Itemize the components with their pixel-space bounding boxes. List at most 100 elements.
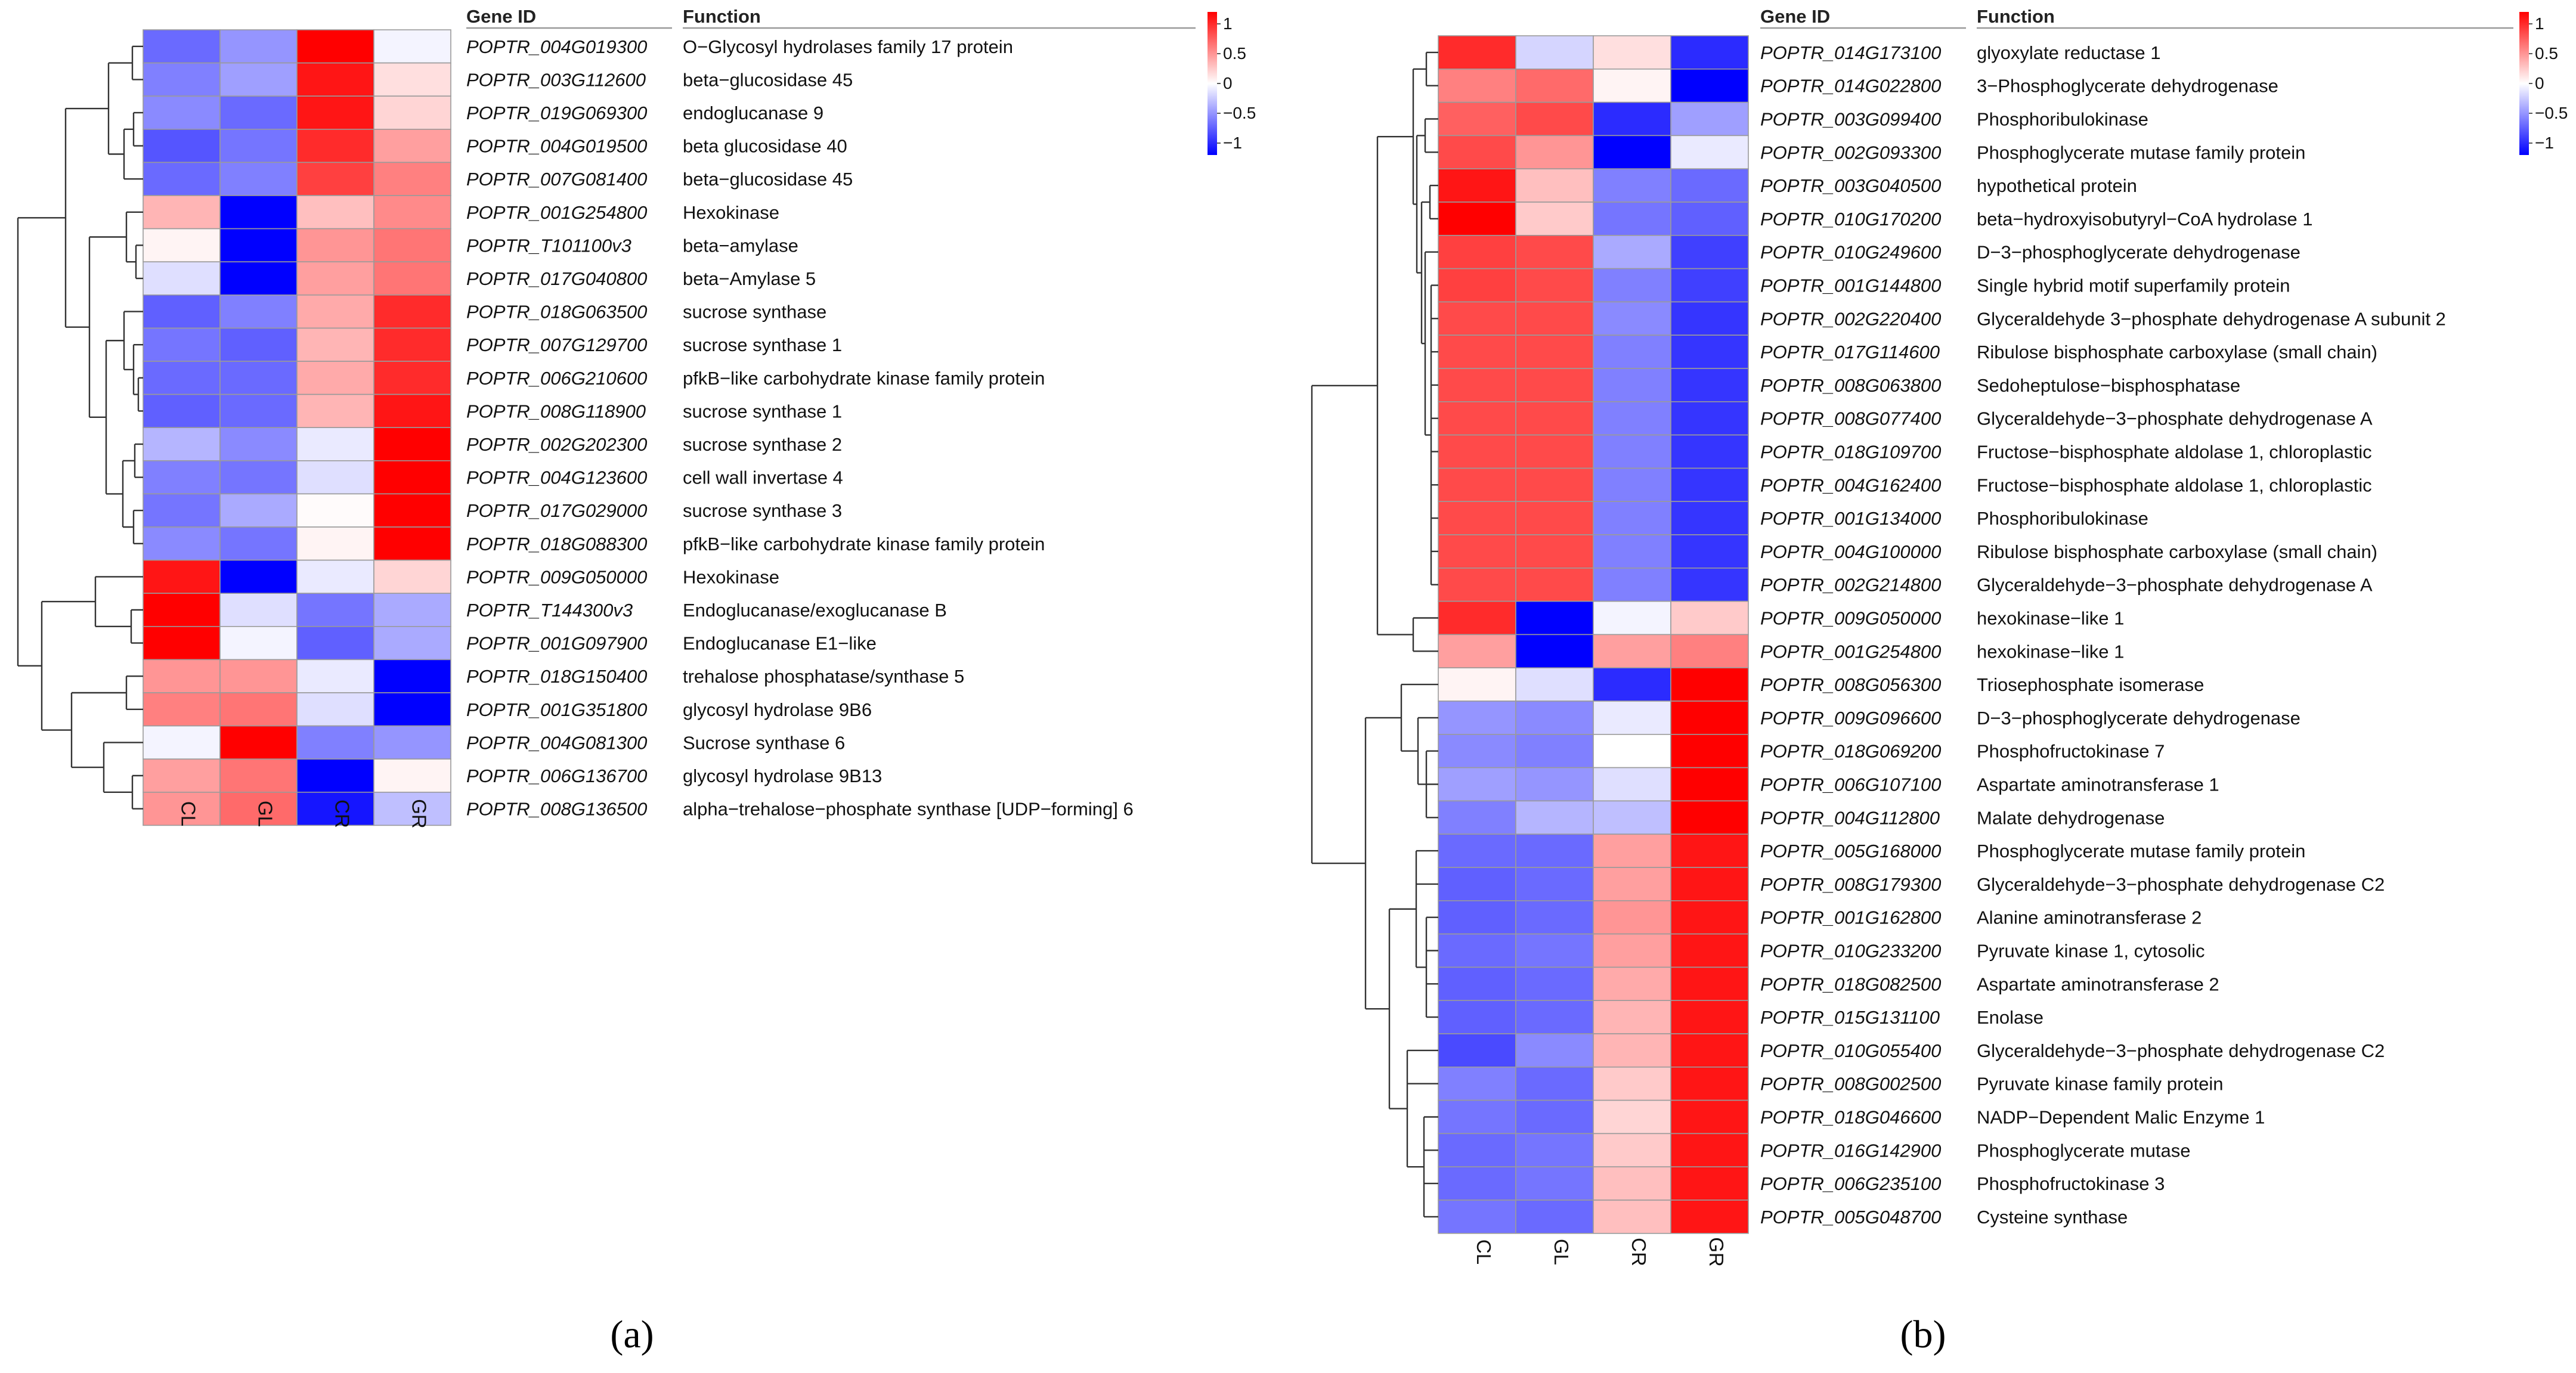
heatmap-cell xyxy=(1438,900,1516,935)
row-gene-id: POPTR_019G069300 xyxy=(466,103,647,123)
heatmap-cell xyxy=(1438,467,1516,503)
heatmap-cell xyxy=(1593,933,1671,968)
row-function: pfkB−like carbohydrate kinase family pro… xyxy=(683,368,1045,389)
row-function: Sedoheptulose−bisphosphatase xyxy=(1977,375,2240,396)
row-gene-id: POPTR_008G002500 xyxy=(1760,1074,1941,1095)
heatmap-cell xyxy=(1670,1200,1749,1234)
row-function: Glyceraldehyde−3−phosphate dehydrogenase… xyxy=(1977,408,2373,429)
heatmap-cell xyxy=(143,95,221,130)
heatmap-cell xyxy=(373,758,451,793)
heatmap-cell xyxy=(1593,800,1671,835)
heatmap-cell xyxy=(373,626,451,661)
row-gene-id: POPTR_001G134000 xyxy=(1760,508,1941,529)
heatmap-cell xyxy=(1515,966,1594,1002)
row-function: O−Glycosyl hydrolases family 17 protein xyxy=(683,36,1013,57)
row-gene-id: POPTR_016G142900 xyxy=(1760,1140,1941,1161)
heatmap-cell xyxy=(219,460,298,495)
row-function: hexokinase−like 1 xyxy=(1977,641,2124,662)
row-gene-id: POPTR_010G249600 xyxy=(1760,242,1941,263)
row-gene-id: POPTR_015G131100 xyxy=(1760,1007,1940,1028)
row-gene-id: POPTR_001G351800 xyxy=(466,699,647,720)
heatmap-cell xyxy=(1515,734,1594,768)
heatmap-cell xyxy=(219,195,298,230)
row-gene-id: POPTR_014G173100 xyxy=(1760,42,1941,63)
header-gene-id: Gene ID xyxy=(466,6,536,27)
heatmap-cell xyxy=(1438,634,1516,669)
heatmap-cell xyxy=(373,228,451,263)
heatmap-cell xyxy=(219,427,298,461)
heatmap-cell xyxy=(1593,966,1671,1002)
heatmap-cell xyxy=(1593,900,1671,935)
column-label: GR xyxy=(408,799,431,829)
row-gene-id: POPTR_002G202300 xyxy=(466,434,647,455)
heatmap-cell xyxy=(1515,202,1594,236)
heatmap-cell xyxy=(296,162,374,196)
heatmap-cell xyxy=(1438,1000,1516,1034)
heatmap-cell xyxy=(373,692,451,727)
heatmap-cell xyxy=(219,626,298,661)
heatmap-cell xyxy=(219,294,298,329)
row-gene-id: POPTR_017G029000 xyxy=(466,500,647,521)
heatmap-cell xyxy=(296,526,374,561)
row-function: glycosyl hydrolase 9B13 xyxy=(683,765,882,786)
heatmap-cell xyxy=(1515,867,1594,901)
legend-color-bar xyxy=(2519,12,2529,155)
heatmap-cell xyxy=(1515,501,1594,535)
row-function: cell wall invertase 4 xyxy=(683,467,843,488)
row-gene-id: POPTR_001G254800 xyxy=(466,202,647,223)
heatmap-cell xyxy=(1593,567,1671,602)
legend-tick-label: −1 xyxy=(2535,134,2554,152)
row-function: Ribulose bisphosphate carboxylase (small… xyxy=(1977,541,2377,562)
heatmap-cell xyxy=(1438,867,1516,901)
heatmap-cell xyxy=(1438,1033,1516,1068)
heatmap-cell xyxy=(373,261,451,296)
heatmap-cell xyxy=(1670,800,1749,835)
row-function: Phosphoglycerate mutase family protein xyxy=(1977,142,2305,163)
row-gene-id: POPTR_006G210600 xyxy=(466,368,647,389)
row-function: Endoglucanase E1−like xyxy=(683,633,877,654)
heatmap-cell xyxy=(143,626,221,661)
heatmap-cell xyxy=(1438,534,1516,569)
heatmap-cell xyxy=(219,526,298,561)
heatmap-cell xyxy=(1670,434,1749,469)
heatmap-cell xyxy=(296,261,374,296)
heatmap-cell xyxy=(1438,701,1516,735)
heatmap-cell xyxy=(296,228,374,263)
heatmap-cell xyxy=(1670,135,1749,169)
row-function: Enolase xyxy=(1977,1007,2044,1028)
heatmap-cell xyxy=(1515,234,1594,269)
heatmap-cell xyxy=(1670,35,1749,70)
row-function: Endoglucanase/exoglucanase B xyxy=(683,600,947,621)
row-gene-id: POPTR_010G055400 xyxy=(1760,1040,1941,1061)
heatmap-cell xyxy=(1515,401,1594,436)
row-function: beta−glucosidase 45 xyxy=(683,69,853,90)
heatmap-cell xyxy=(1593,467,1671,503)
row-gene-id: POPTR_008G179300 xyxy=(1760,874,1941,895)
heatmap-cell xyxy=(1515,1000,1594,1034)
heatmap-cell xyxy=(1515,1067,1594,1101)
heatmap-cell xyxy=(1438,168,1516,203)
row-function: Malate dehydrogenase xyxy=(1977,807,2165,828)
heatmap-cell xyxy=(1438,833,1516,868)
heatmap-cell xyxy=(1670,334,1749,369)
heatmap-cell xyxy=(373,95,451,130)
heatmap-cell xyxy=(1670,501,1749,535)
header-gene-id: Gene ID xyxy=(1760,6,1830,27)
heatmap-cell xyxy=(219,361,298,395)
row-function: endoglucanase 9 xyxy=(683,103,823,123)
heatmap-cell xyxy=(296,659,374,693)
row-function: sucrose synthase 1 xyxy=(683,334,842,355)
row-function: NADP−Dependent Malic Enzyme 1 xyxy=(1977,1107,2265,1128)
heatmap-cell xyxy=(1515,301,1594,336)
heatmap-cell xyxy=(296,195,374,230)
heatmap-cell xyxy=(1515,833,1594,868)
heatmap-cell xyxy=(143,327,221,362)
row-function: Cysteine synthase xyxy=(1977,1207,2128,1228)
heatmap-cell xyxy=(1515,933,1594,968)
heatmap-cell xyxy=(1670,1133,1749,1168)
heatmap-cell xyxy=(1593,1133,1671,1168)
heatmap-cell xyxy=(1515,1166,1594,1201)
legend-tick-label: 1 xyxy=(2535,14,2544,33)
heatmap-cell xyxy=(1670,1099,1749,1135)
heatmap-cell xyxy=(1593,35,1671,70)
